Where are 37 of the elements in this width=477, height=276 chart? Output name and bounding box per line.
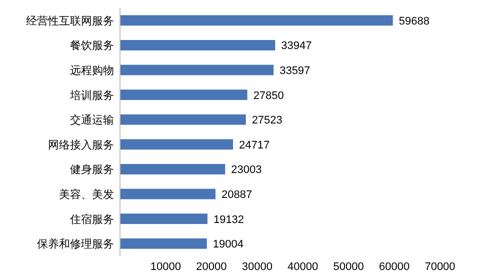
data-label: 19132 — [213, 214, 244, 226]
x-tick-label: 40000 — [288, 261, 318, 273]
bar — [120, 164, 226, 174]
bar — [120, 40, 276, 50]
x-tick-label: 70000 — [424, 261, 456, 273]
bar — [120, 15, 393, 26]
data-label: 27523 — [252, 114, 282, 127]
bar — [120, 139, 233, 150]
bar — [120, 64, 274, 76]
y-tick-label: 餐饮服务 — [70, 40, 114, 52]
bar — [120, 188, 216, 200]
data-label: 59688 — [398, 15, 430, 28]
data-label: 27850 — [253, 90, 284, 102]
bar — [120, 114, 246, 125]
data-label: 33947 — [281, 40, 312, 52]
y-tick-label: 住宿服务 — [70, 212, 114, 226]
y-tick-label: 培训服务 — [69, 88, 114, 102]
y-tick-label: 网络接入服务 — [48, 138, 114, 152]
y-tick-label: 美容、美发 — [59, 188, 114, 201]
y-tick-label: 远程购物 — [70, 65, 114, 77]
y-tick-label: 经营性互联网服务 — [26, 14, 114, 28]
x-tick-label: 30000 — [242, 261, 272, 273]
data-label: 19004 — [212, 238, 244, 251]
bar — [120, 214, 208, 224]
data-label: 33597 — [280, 65, 310, 77]
data-label: 24717 — [238, 139, 270, 152]
y-tick-label: 健身服务 — [70, 164, 114, 176]
x-tick-label: 50000 — [333, 261, 364, 273]
x-tick-label: 60000 — [378, 261, 410, 273]
data-label: 20887 — [221, 189, 252, 201]
bar — [120, 90, 248, 100]
y-tick-label: 保养和修理服务 — [37, 238, 114, 251]
y-tick-label: 交通运输 — [70, 114, 114, 127]
x-tick-label: 10000 — [150, 261, 182, 273]
bar — [120, 238, 207, 249]
x-tick-label: 20000 — [196, 261, 227, 273]
data-label: 23003 — [231, 164, 262, 176]
